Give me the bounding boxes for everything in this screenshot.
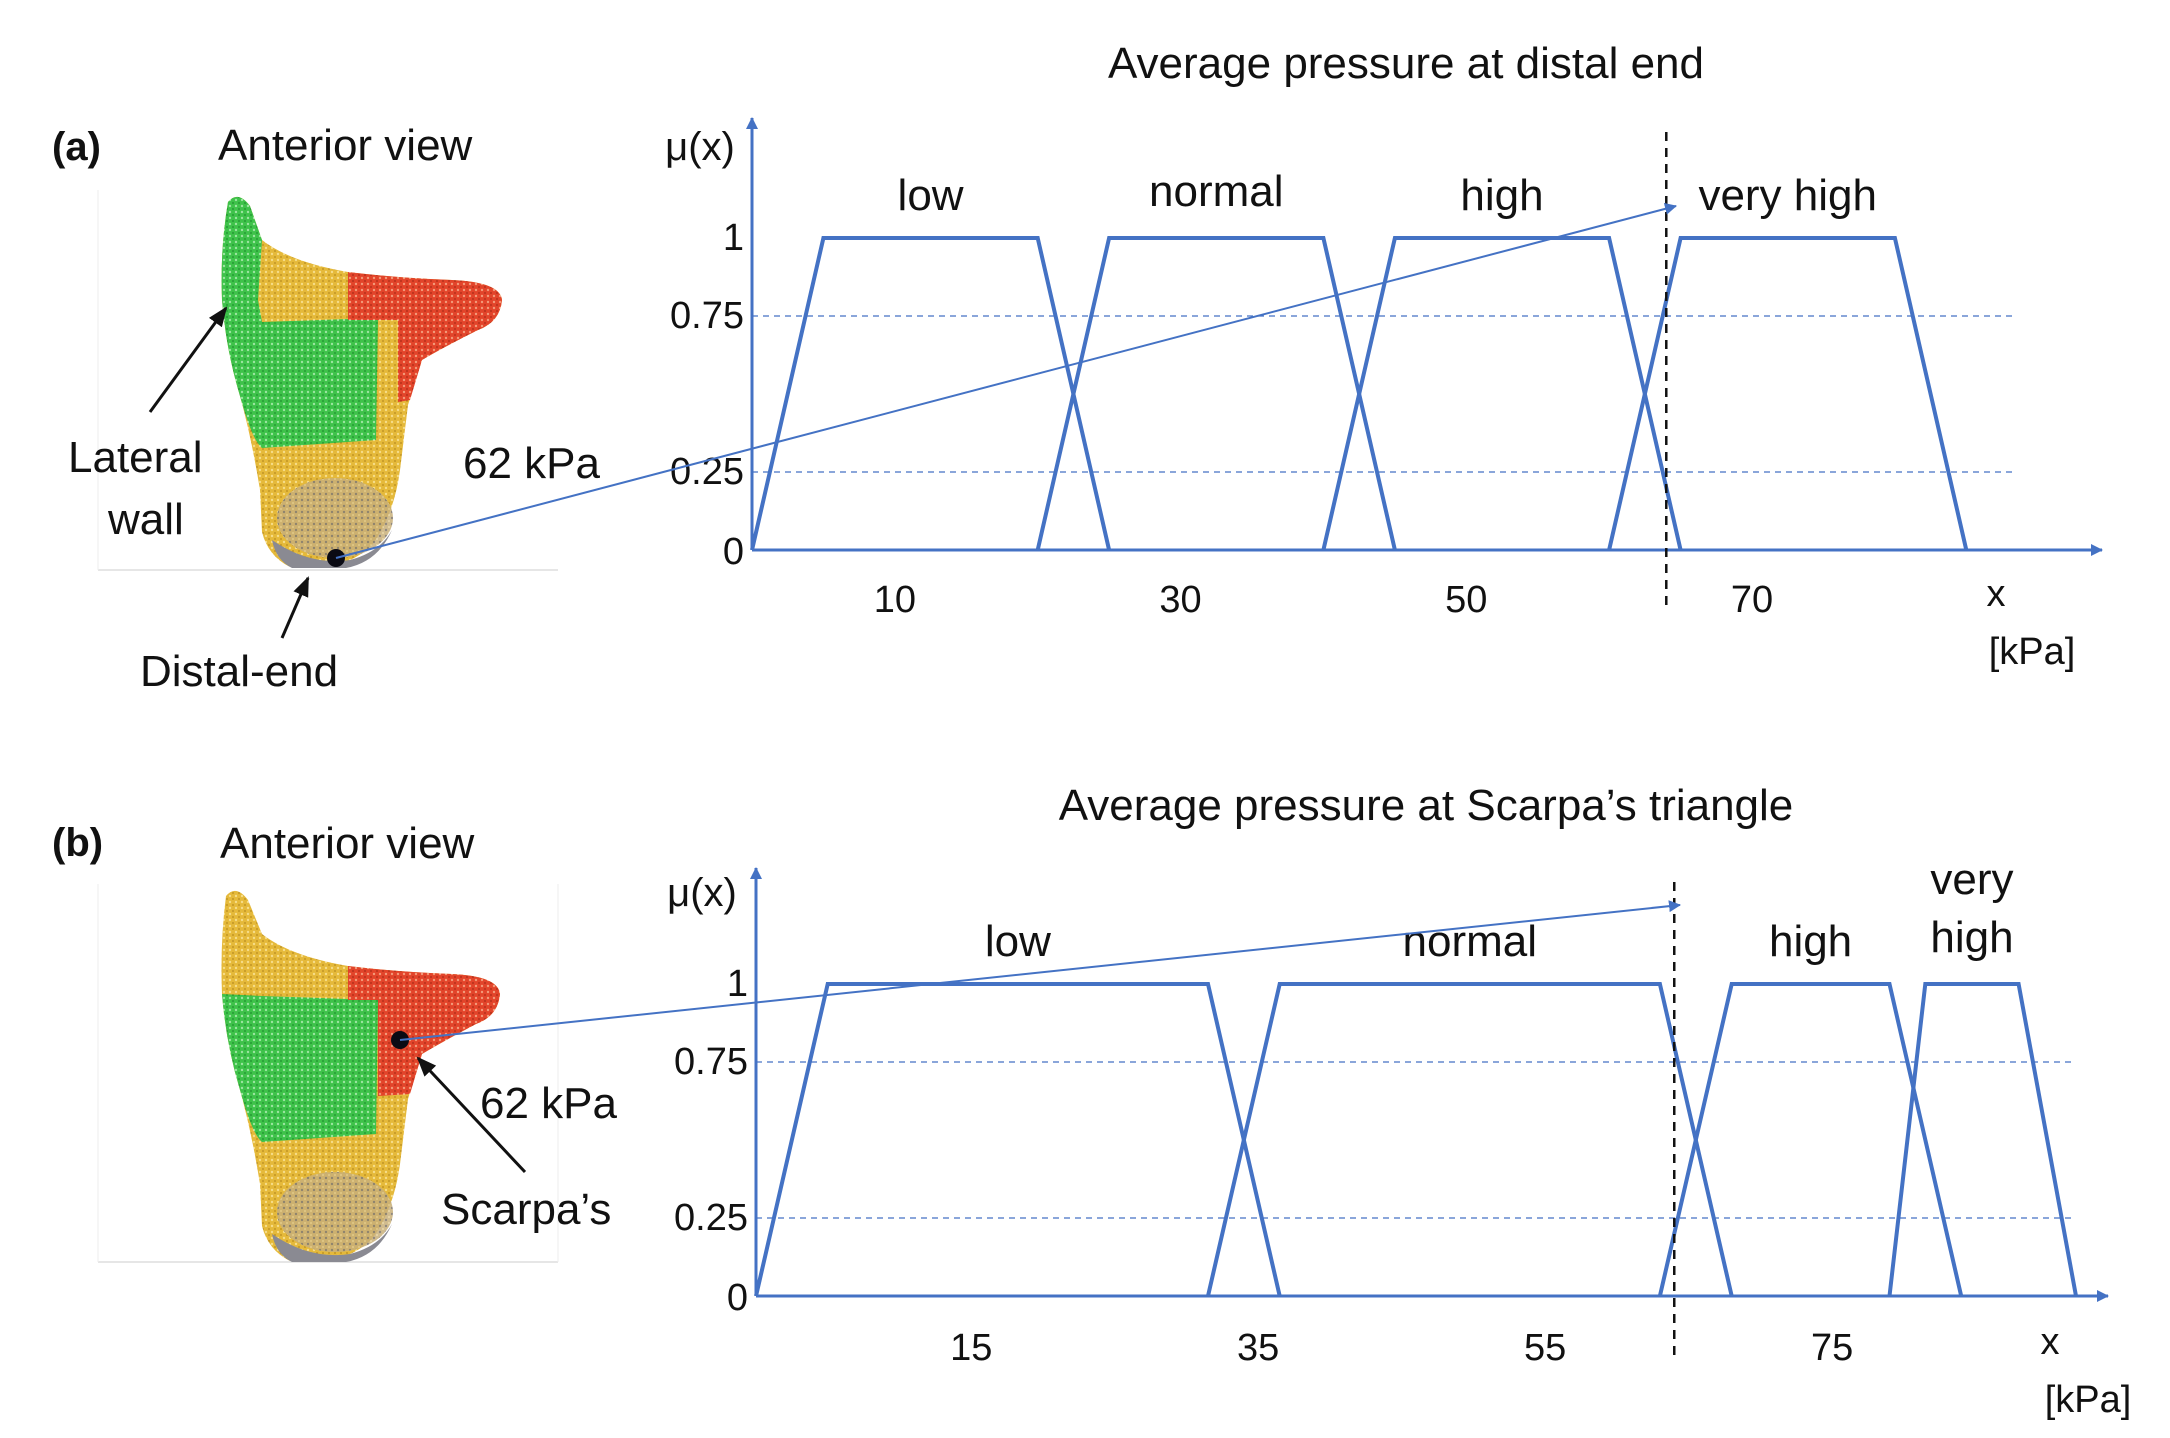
- y-tick-label: 0.75: [670, 295, 744, 337]
- lateral-wall-label-line-1: Lateral: [68, 433, 203, 482]
- x-axis-unit: [kPa]: [1989, 631, 2076, 673]
- series-label: low: [985, 917, 1051, 966]
- panel-a-limb-illustration: [221, 196, 502, 568]
- x-axis-unit: [kPa]: [2045, 1379, 2132, 1421]
- limb-mesh-region: [277, 1172, 393, 1252]
- x-tick-label: 35: [1237, 1327, 1279, 1369]
- series-line-very-high: [1607, 236, 1969, 551]
- lateral-wall-label-line-2: wall: [107, 495, 184, 544]
- series-label: very high: [1698, 171, 1877, 220]
- distal-end-label: Distal-end: [140, 647, 338, 696]
- x-tick-label: 75: [1811, 1327, 1853, 1369]
- series-label: normal: [1149, 167, 1284, 216]
- chart-distal-end: Average pressure at distal end μ(x) 1 0.75 0…: [665, 39, 2103, 673]
- y-axis-label: μ(x): [667, 871, 737, 915]
- chart-title: Average pressure at Scarpa’s triangle: [1059, 781, 1794, 830]
- series-label: very high: [1930, 855, 2013, 962]
- x-tick-label: 10: [874, 579, 916, 621]
- lateral-wall-pointer-arrow: [148, 306, 228, 413]
- series-label: normal: [1403, 917, 1538, 966]
- y-tick-label: 1: [727, 963, 748, 1005]
- chart-scarpa-triangle: Average pressure at Scarpa’s triangle μ(x…: [667, 781, 2131, 1421]
- series-label: high: [1769, 917, 1852, 966]
- scarpa-label: Scarpa’s: [441, 1185, 611, 1234]
- series-line-normal: [1206, 982, 1734, 1297]
- series-line-low: [750, 236, 1112, 551]
- panel-b-view-label: Anterior view: [220, 819, 475, 868]
- panel-b-pressure-value: 62 kPa: [480, 1079, 618, 1128]
- panel-a-pressure-value: 62 kPa: [463, 439, 601, 488]
- series-line-low: [754, 982, 1282, 1297]
- y-tick-label: 0.25: [674, 1197, 748, 1239]
- panel-b-letter: (b): [52, 821, 103, 865]
- x-tick-label: 15: [950, 1327, 992, 1369]
- panel-b-limb-illustration: [221, 890, 500, 1262]
- limb-red-region: [348, 272, 502, 402]
- panel-a-view-label: Anterior view: [218, 121, 473, 170]
- x-tick-label: 30: [1159, 579, 1201, 621]
- panel-a-letter: (a): [52, 125, 101, 169]
- y-tick-label: 0: [727, 1277, 748, 1319]
- y-tick-label: 1: [723, 217, 744, 259]
- lateral-wall-label: Lateral wall: [68, 433, 215, 544]
- series-line-very-high: [1887, 982, 2078, 1297]
- limb-distal-gray-region: [272, 530, 392, 568]
- panel-b-connector-arrow: [399, 900, 1681, 1041]
- panel-a-connector-arrow: [335, 202, 1677, 559]
- limb-lateral-wall-green-region: [221, 196, 378, 448]
- x-axis-label: x: [2041, 1321, 2060, 1363]
- panel-a-illustration: (a) Anterior view Lateral wall 62 kPa Di…: [52, 121, 601, 696]
- series-label-line: very: [1930, 855, 2013, 904]
- series-line-high: [1657, 982, 1964, 1297]
- y-tick-label: 0.75: [674, 1041, 748, 1083]
- y-axis-label: μ(x): [665, 125, 735, 169]
- limb-scarpa-red-region: [348, 966, 500, 1096]
- y-tick-label: 0: [723, 531, 744, 573]
- distal-end-pointer-arrow: [280, 576, 310, 639]
- series-label-line: high: [1930, 913, 2013, 962]
- panel-b-illustration: (b) Anterior view 62 kPa Scarpa’s: [52, 819, 618, 1263]
- x-tick-label: 50: [1445, 579, 1487, 621]
- x-axis-label: x: [1987, 573, 2006, 615]
- series-label: low: [898, 171, 964, 220]
- limb-mesh-region: [277, 478, 393, 558]
- x-tick-label: 55: [1524, 1327, 1566, 1369]
- series-line-normal: [1035, 236, 1397, 551]
- series-label: high: [1460, 171, 1543, 220]
- limb-distal-gray-region: [272, 1224, 392, 1262]
- scarpa-pointer-arrow: [416, 1056, 527, 1174]
- y-tick-label: 0.25: [670, 451, 744, 493]
- limb-green-region: [222, 994, 378, 1142]
- x-tick-label: 70: [1731, 579, 1773, 621]
- chart-title: Average pressure at distal end: [1108, 39, 1704, 88]
